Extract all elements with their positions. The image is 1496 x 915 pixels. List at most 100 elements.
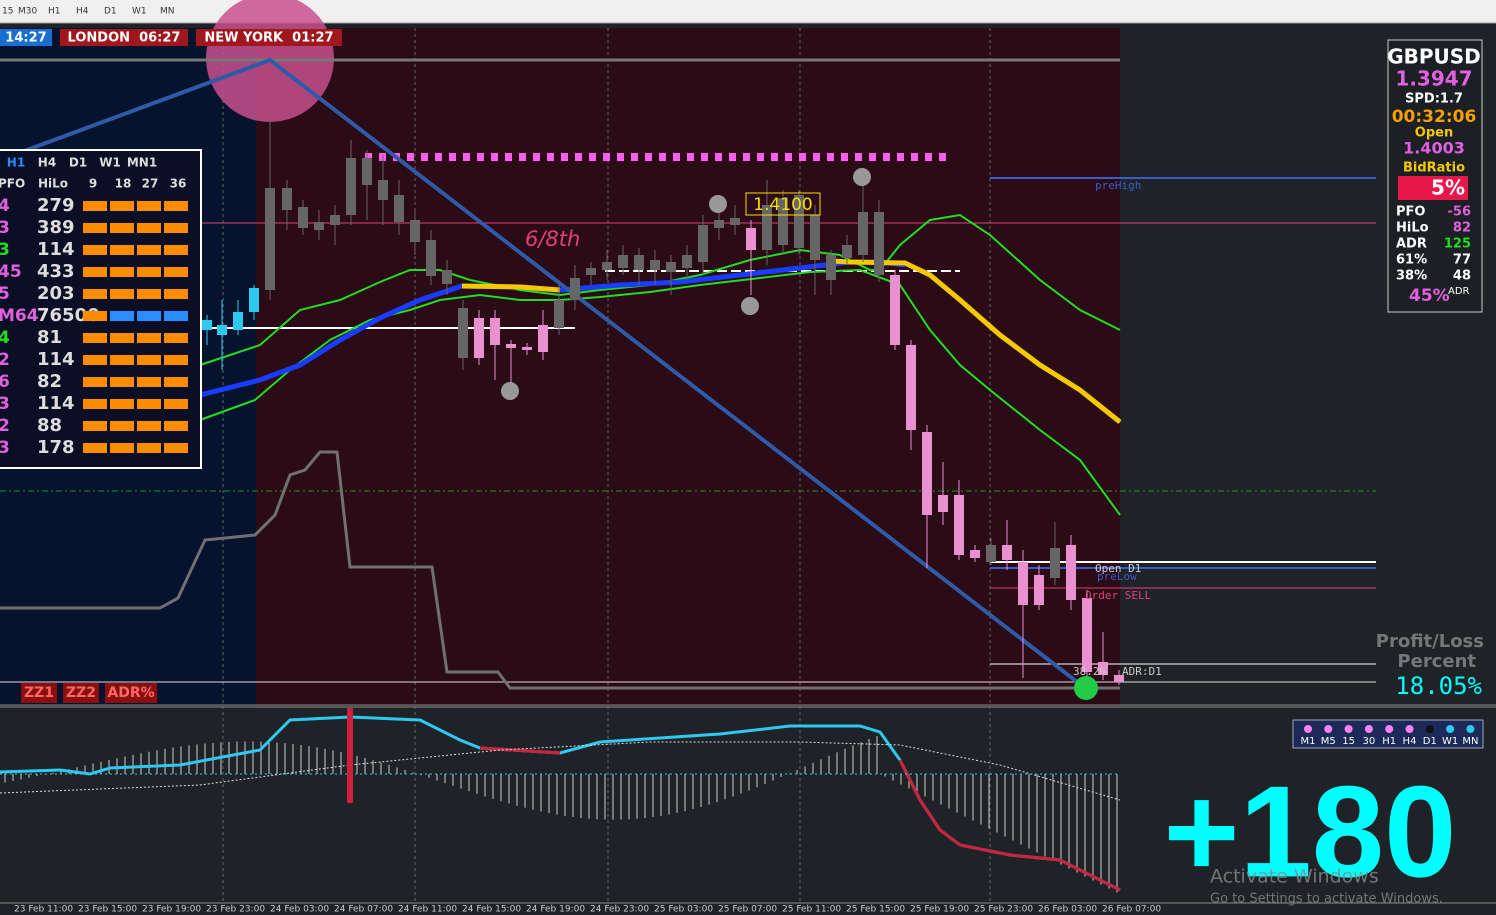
- candle-body: [618, 255, 628, 268]
- stat-label: PFO: [1396, 205, 1425, 220]
- trend-cell: [83, 355, 107, 365]
- trend-cell: [164, 311, 188, 321]
- open-price: 1.4003: [1403, 139, 1465, 158]
- candle-body: [954, 495, 964, 555]
- fib-label: 6/8th: [525, 227, 580, 251]
- x-axis-label: 26 Feb 03:00: [1038, 905, 1097, 915]
- candle-body: [666, 262, 676, 272]
- candle-body: [810, 215, 820, 260]
- trend-cell: [83, 311, 107, 321]
- mtf-label: 15: [1342, 736, 1355, 747]
- signal-dot: [1074, 676, 1098, 700]
- mtf-label: 30: [1363, 736, 1376, 747]
- open-label: Open D1: [1095, 562, 1141, 575]
- signal-line-down: [479, 746, 561, 755]
- trend-cell: [110, 201, 134, 211]
- trend-cell: [110, 311, 134, 321]
- candle-body: [970, 550, 980, 558]
- indicator-button-label[interactable]: ADR%: [107, 685, 154, 701]
- x-axis-label: 26 Feb 07:00: [1102, 905, 1161, 915]
- candle-body: [314, 222, 324, 230]
- trend-cell: [137, 377, 161, 387]
- indicator-button[interactable]: [105, 683, 157, 703]
- candle-body: [570, 278, 580, 300]
- stat-value: 82: [1453, 221, 1471, 236]
- trend-cell: [164, 421, 188, 431]
- cross-marker: [347, 708, 353, 803]
- candle-body: [986, 545, 996, 562]
- dash-row-label: 2: [0, 416, 10, 436]
- x-axis-label: 24 Feb 07:00: [334, 905, 393, 915]
- trend-cell: [83, 245, 107, 255]
- trend-cell: [137, 201, 161, 211]
- stat-label: 61%: [1396, 253, 1427, 268]
- timeframe-button[interactable]: H1: [48, 7, 61, 17]
- trend-cell: [110, 399, 134, 409]
- stat-value: 77: [1453, 253, 1471, 268]
- indicator-button[interactable]: [63, 683, 99, 703]
- candle-body: [682, 255, 692, 268]
- spread: SPD:1.7: [1405, 92, 1463, 107]
- indicator-button[interactable]: [21, 683, 57, 703]
- mtf-label: H4: [1403, 736, 1417, 747]
- prelow-label: preLow: [1097, 570, 1137, 583]
- candle-body: [506, 344, 516, 348]
- indicator-button-label[interactable]: ZZ2: [66, 685, 96, 701]
- x-axis-label: 24 Feb 23:00: [590, 905, 649, 915]
- candle-body: [858, 212, 868, 255]
- mtf-label: M5: [1321, 736, 1336, 747]
- moving-average-flat: [461, 283, 561, 293]
- x-axis-label: 25 Feb 11:00: [782, 905, 841, 915]
- timeframe-button[interactable]: M30: [18, 7, 37, 17]
- open-label: Open: [1415, 126, 1453, 141]
- mtf-dot: [1405, 725, 1414, 733]
- trend-cell: [164, 355, 188, 365]
- x-axis-label: 24 Feb 11:00: [398, 905, 457, 915]
- trend-cell: [137, 355, 161, 365]
- dash-row-value: 114: [37, 349, 75, 370]
- trend-cell: [83, 377, 107, 387]
- slow-line: [0, 741, 1121, 801]
- candle-body: [249, 288, 259, 312]
- dash-row-value: 433: [37, 261, 75, 282]
- trend-cell: [164, 289, 188, 299]
- timeframe-button[interactable]: W1: [132, 7, 147, 17]
- dash-subheader: HiLo: [38, 177, 68, 191]
- trend-cell: [83, 223, 107, 233]
- x-axis-label: 25 Feb 19:00: [910, 905, 969, 915]
- stat-label: HiLo: [1396, 221, 1429, 236]
- dash-header: W1: [99, 156, 121, 170]
- trend-cell: [110, 289, 134, 299]
- candle-body: [1002, 545, 1012, 560]
- watermark-title: Activate Windows: [1210, 866, 1379, 888]
- timeframe-button[interactable]: H4: [76, 7, 89, 17]
- mtf-label: MN: [1462, 736, 1478, 747]
- dash-row-value: 114: [37, 239, 75, 260]
- dash-subheader: 9: [89, 177, 97, 191]
- dash-row-value: 279: [37, 195, 75, 216]
- trend-cell: [164, 399, 188, 409]
- timeframe-button[interactable]: MN: [160, 7, 175, 17]
- trend-cell: [164, 267, 188, 277]
- candle-body: [202, 320, 212, 330]
- indicator-button-label[interactable]: ZZ1: [24, 685, 54, 701]
- candle-body: [586, 268, 596, 275]
- trend-cell: [83, 289, 107, 299]
- candle-body: [282, 188, 292, 210]
- dash-row-label: 3: [0, 240, 10, 260]
- pl-subtitle: Percent: [1397, 651, 1476, 672]
- timeframe-button[interactable]: D1: [104, 7, 117, 17]
- trend-cell: [164, 333, 188, 343]
- trend-cell: [137, 443, 161, 453]
- mtf-label: D1: [1423, 736, 1437, 747]
- pl-value: 18.05%: [1395, 672, 1482, 700]
- x-axis-label: 23 Feb 11:00: [14, 905, 73, 915]
- trend-cell: [83, 399, 107, 409]
- candle-body: [233, 312, 243, 330]
- candle-body: [698, 225, 708, 262]
- timeframe-button[interactable]: 15: [2, 7, 13, 17]
- stat-label: ADR: [1396, 237, 1427, 252]
- dash-header: H4: [38, 156, 56, 170]
- session-time: NEW YORK 01:27: [204, 31, 333, 46]
